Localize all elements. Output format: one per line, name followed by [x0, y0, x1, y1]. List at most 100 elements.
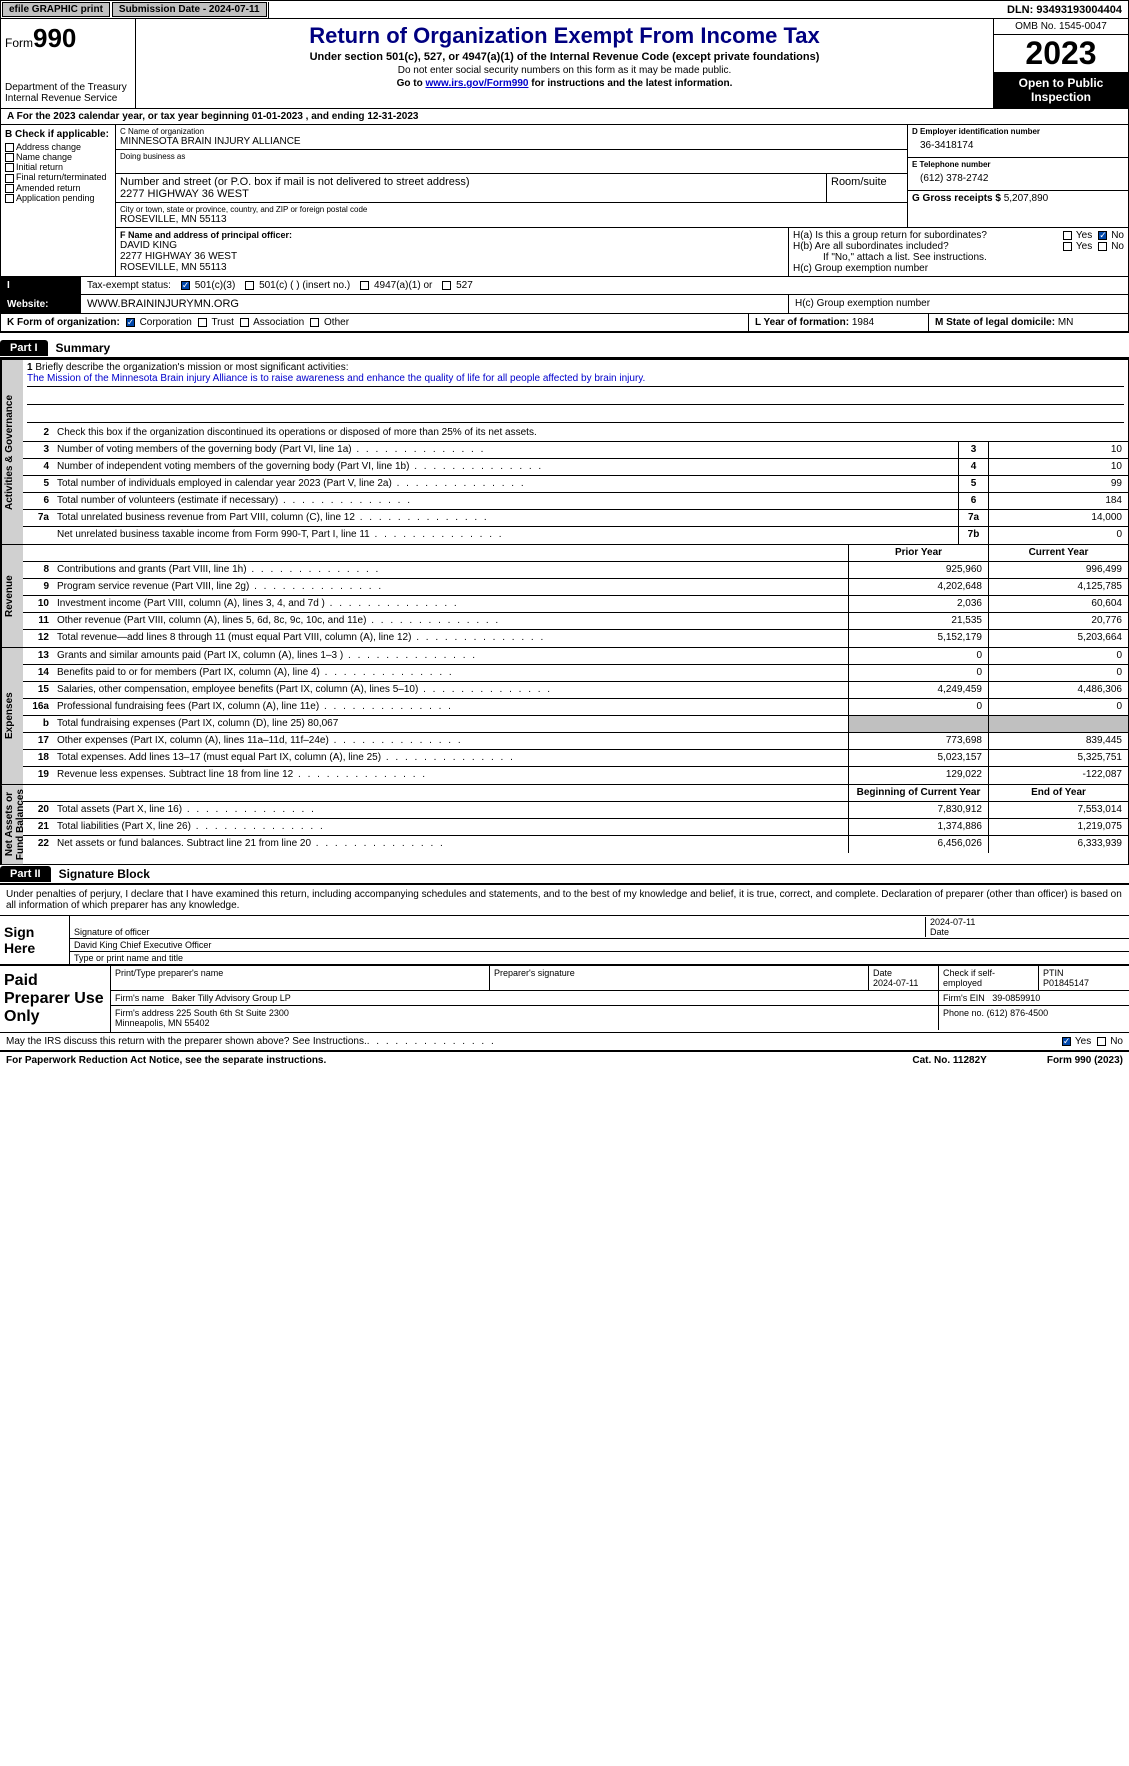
paid-preparer-label: Paid Preparer Use Only	[0, 966, 110, 1032]
opt-address-change[interactable]: Address change	[5, 142, 111, 152]
opt-assoc[interactable]: Association	[240, 317, 304, 328]
rev-line: 8Contributions and grants (Part VIII, li…	[23, 562, 1128, 579]
principal-officer: F Name and address of principal officer:…	[116, 228, 788, 276]
rev-header: Prior Year Current Year	[23, 545, 1128, 562]
gov-line: 5Total number of individuals employed in…	[23, 476, 1128, 493]
opt-501c3[interactable]: 501(c)(3)	[181, 280, 235, 291]
opt-trust[interactable]: Trust	[198, 317, 234, 328]
revenue-section: Revenue Prior Year Current Year 8Contrib…	[0, 545, 1129, 648]
phone-cell: E Telephone number (612) 378-2742	[908, 158, 1128, 191]
efile-btn[interactable]: efile GRAPHIC print	[2, 2, 110, 17]
opt-amended-return[interactable]: Amended return	[5, 183, 111, 193]
exp-line: 16aProfessional fundraising fees (Part I…	[23, 699, 1128, 716]
paid-preparer-row: Paid Preparer Use Only Print/Type prepar…	[0, 964, 1129, 1032]
opt-final-return[interactable]: Final return/terminated	[5, 172, 111, 182]
instructions-link: Go to www.irs.gov/Form990 for instructio…	[140, 78, 989, 89]
dln: DLN: 93493193004404	[1001, 2, 1128, 18]
hb-yes[interactable]: Yes	[1063, 241, 1092, 252]
ptin: P01845147	[1043, 978, 1125, 988]
gov-line: 7aTotal unrelated business revenue from …	[23, 510, 1128, 527]
mission-text: The Mission of the Minnesota Brain injur…	[27, 373, 1124, 387]
top-bar: efile GRAPHIC print Submission Date - 20…	[0, 0, 1129, 19]
declaration: Under penalties of perjury, I declare th…	[0, 885, 1129, 915]
ein: 36-3418174	[912, 136, 1124, 155]
opt-corp[interactable]: Corporation	[126, 317, 192, 328]
section-a: A For the 2023 calendar year, or tax yea…	[0, 109, 1129, 333]
opt-initial-return[interactable]: Initial return	[5, 162, 111, 172]
org-name: MINNESOTA BRAIN INJURY ALLIANCE	[120, 136, 903, 147]
street-address: 2277 HIGHWAY 36 WEST	[120, 188, 822, 200]
hc-exemption: H(c) Group exemption number	[788, 295, 1128, 313]
firm-name: Baker Tilly Advisory Group LP	[172, 993, 291, 1003]
opt-name-change[interactable]: Name change	[5, 152, 111, 162]
ha-no[interactable]: No	[1098, 230, 1124, 241]
expenses-section: Expenses 13Grants and similar amounts pa…	[0, 648, 1129, 785]
exp-line: 18Total expenses. Add lines 13–17 (must …	[23, 750, 1128, 767]
exp-line: bTotal fundraising expenses (Part IX, co…	[23, 716, 1128, 733]
section-b: B Check if applicable: Address change Na…	[1, 125, 116, 276]
net-header: Beginning of Current Year End of Year	[23, 785, 1128, 802]
exp-line: 14Benefits paid to or for members (Part …	[23, 665, 1128, 682]
check-if-applicable: B Check if applicable:	[5, 129, 111, 140]
org-name-cell: C Name of organization MINNESOTA BRAIN I…	[116, 125, 907, 150]
firm-ein: 39-0859910	[992, 993, 1040, 1003]
tab-i: I	[1, 277, 81, 294]
website-url: WWW.BRAININJURYMN.ORG	[81, 295, 788, 313]
tax-year: 2023	[994, 35, 1128, 72]
rev-line: 12Total revenue—add lines 8 through 11 (…	[23, 630, 1128, 647]
exp-line: 13Grants and similar amounts paid (Part …	[23, 648, 1128, 665]
form-title: Return of Organization Exempt From Incom…	[140, 23, 989, 49]
ssn-note: Do not enter social security numbers on …	[140, 65, 989, 76]
discuss-no[interactable]: No	[1097, 1036, 1123, 1047]
line-2: 2 Check this box if the organization dis…	[23, 425, 1128, 442]
firm-phone: (612) 876-4500	[987, 1008, 1049, 1018]
ein-cell: D Employer identification number 36-3418…	[908, 125, 1128, 158]
page-footer: For Paperwork Reduction Act Notice, see …	[0, 1050, 1129, 1069]
rev-line: 9Program service revenue (Part VIII, lin…	[23, 579, 1128, 596]
rev-line: 10Investment income (Part VIII, column (…	[23, 596, 1128, 613]
rev-line: 11Other revenue (Part VIII, column (A), …	[23, 613, 1128, 630]
org-form-row: K Form of organization: Corporation Trus…	[1, 313, 1128, 332]
state-domicile: M State of legal domicile: MN	[928, 314, 1128, 331]
phone: (612) 378-2742	[912, 169, 1124, 188]
tax-exempt-row: I Tax-exempt status: 501(c)(3) 501(c) ( …	[1, 276, 1128, 294]
opt-app-pending[interactable]: Application pending	[5, 193, 111, 203]
opt-527[interactable]: 527	[442, 280, 472, 291]
form-header: Form990 Department of the Treasury Inter…	[0, 19, 1129, 109]
form-number: Form990	[5, 23, 131, 54]
gov-line: Net unrelated business taxable income fr…	[23, 527, 1128, 544]
irs-link[interactable]: www.irs.gov/Form990	[425, 78, 528, 89]
ha-yes[interactable]: Yes	[1063, 230, 1092, 241]
submission-btn[interactable]: Submission Date - 2024-07-11	[112, 2, 267, 17]
discuss-row: May the IRS discuss this return with the…	[0, 1032, 1129, 1050]
gross-receipts: 5,207,890	[1004, 193, 1049, 204]
governance-section: Activities & Governance 1 Briefly descri…	[0, 359, 1129, 545]
website-row: Website: WWW.BRAININJURYMN.ORG H(c) Grou…	[1, 294, 1128, 313]
hb-no[interactable]: No	[1098, 241, 1124, 252]
net-assets-section: Net Assets or Fund Balances Beginning of…	[0, 785, 1129, 865]
room-suite: Room/suite	[827, 174, 907, 202]
part2-header: Part II Signature Block	[0, 865, 1129, 885]
opt-4947[interactable]: 4947(a)(1) or	[360, 280, 432, 291]
sign-here-row: Sign Here Signature of officer 2024-07-1…	[0, 915, 1129, 964]
line-1: 1 Briefly describe the organization's mi…	[23, 360, 1128, 425]
officer-name: David King Chief Executive Officer	[74, 940, 211, 950]
gross-receipts-cell: G Gross receipts $ 5,207,890	[908, 191, 1128, 206]
vtab-revenue: Revenue	[1, 545, 23, 647]
net-line: 21Total liabilities (Part X, line 26)1,3…	[23, 819, 1128, 836]
public-inspection: Open to Public Inspection	[994, 72, 1128, 108]
vtab-governance: Activities & Governance	[1, 360, 23, 544]
discuss-yes[interactable]: Yes	[1062, 1036, 1091, 1047]
city-state-zip: ROSEVILLE, MN 55113	[120, 214, 903, 225]
vtab-expenses: Expenses	[1, 648, 23, 784]
gov-line: 6Total number of volunteers (estimate if…	[23, 493, 1128, 510]
tax-year-range: A For the 2023 calendar year, or tax yea…	[1, 109, 1128, 125]
spacer	[268, 2, 1001, 18]
dba-cell: Doing business as	[116, 150, 907, 174]
opt-501c[interactable]: 501(c) ( ) (insert no.)	[245, 280, 350, 291]
opt-other[interactable]: Other	[310, 317, 349, 328]
exp-line: 15Salaries, other compensation, employee…	[23, 682, 1128, 699]
dept-treasury: Department of the Treasury Internal Reve…	[5, 82, 131, 104]
form-subtitle: Under section 501(c), 527, or 4947(a)(1)…	[140, 51, 989, 63]
net-line: 20Total assets (Part X, line 16)7,830,91…	[23, 802, 1128, 819]
